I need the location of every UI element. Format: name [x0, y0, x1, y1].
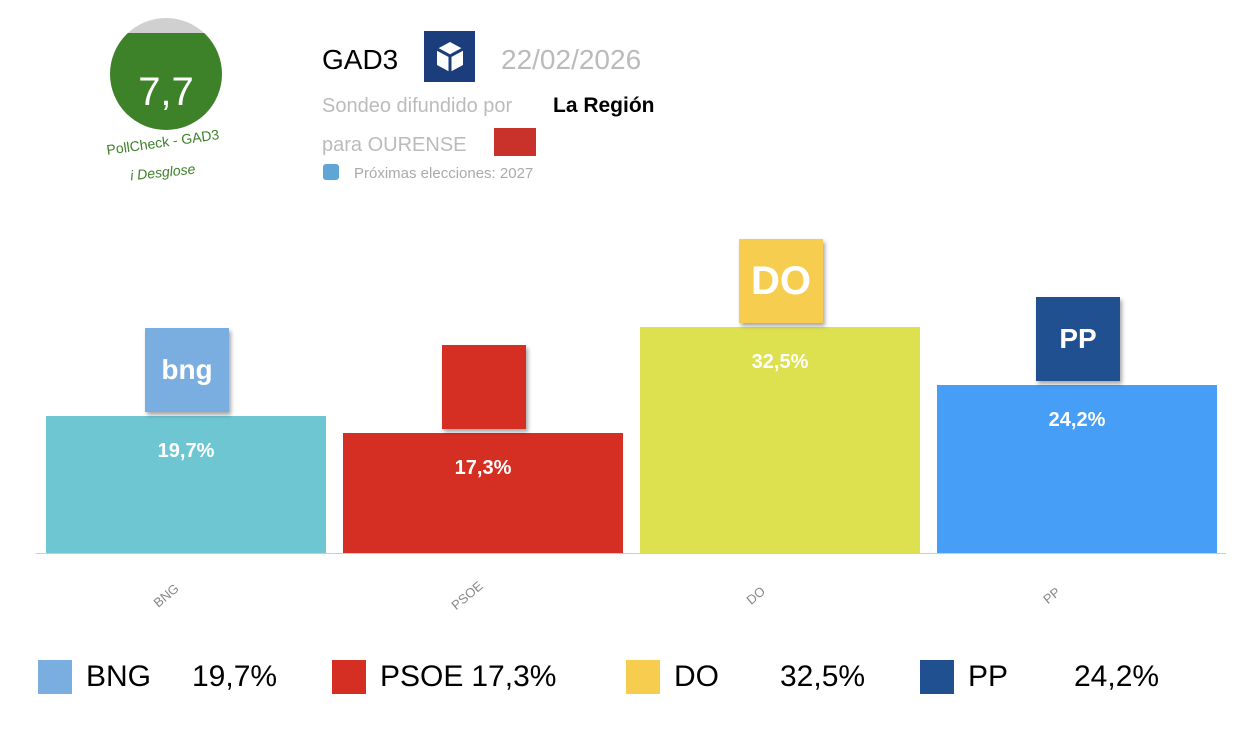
- next-elections: Próximas elecciones: 2027: [354, 165, 534, 182]
- data-label: 19,7%: [157, 440, 215, 463]
- breakdown-link[interactable]: i Desglose: [129, 160, 197, 184]
- legend-value: 24,2%: [1074, 660, 1160, 693]
- legend-name: PP: [968, 660, 1009, 693]
- pollster-name: GAD3: [322, 44, 399, 75]
- pollcheck-score-badge[interactable]: 7,7: [110, 18, 222, 130]
- x-tick-label: DO: [743, 583, 769, 608]
- ourense-flag-icon: [494, 128, 536, 156]
- legend-item: DO 32,5%: [626, 660, 865, 694]
- x-tick-label: BNG: [150, 580, 182, 611]
- spread-by-label: Sondeo difundido por: [322, 95, 513, 117]
- legend-item: PP 24,2%: [920, 660, 1159, 694]
- pp-logo-icon: PP: [1036, 296, 1120, 381]
- bng-logo-icon: bng: [145, 328, 229, 413]
- do-legend-icon: [626, 660, 660, 694]
- legend-value: 17,3%: [471, 660, 557, 693]
- psoe-legend-icon: [332, 660, 366, 694]
- bar-bng[interactable]: [46, 416, 326, 553]
- region-label: para OURENSE: [322, 134, 467, 156]
- x-tick-label: PP: [1040, 584, 1064, 607]
- psoe-logo-icon: [442, 344, 526, 429]
- data-label: 24,2%: [1048, 408, 1106, 431]
- legend-item: PSOE 17,3%: [332, 660, 556, 694]
- legend-value: 19,7%: [192, 660, 278, 693]
- bar-pp[interactable]: [937, 384, 1217, 553]
- poll-date: 22/02/2026: [501, 44, 642, 75]
- legend-value: 32,5%: [780, 660, 866, 693]
- do-logo-icon: DO: [739, 239, 823, 324]
- ballot-box-icon: [323, 164, 339, 180]
- bar-do[interactable]: [640, 327, 920, 553]
- pp-legend-icon: [920, 660, 954, 694]
- bar-psoe[interactable]: [343, 432, 623, 553]
- media-name[interactable]: La Región: [553, 94, 655, 117]
- legend-item: BNG 19,7%: [38, 660, 277, 694]
- pollcheck-score: 7,7: [138, 70, 194, 114]
- x-axis-line: [36, 553, 1226, 554]
- pollcheck-label: PollCheck - GAD3: [105, 126, 221, 158]
- bng-legend-icon: [38, 660, 72, 694]
- legend-name: PSOE: [380, 660, 464, 693]
- data-label: 32,5%: [751, 351, 809, 374]
- x-tick-label: PSOE: [448, 578, 486, 613]
- legend-name: DO: [674, 660, 719, 693]
- legend-name: BNG: [86, 660, 152, 693]
- pollster-logo-icon: [424, 31, 475, 82]
- data-label: 17,3%: [454, 456, 512, 479]
